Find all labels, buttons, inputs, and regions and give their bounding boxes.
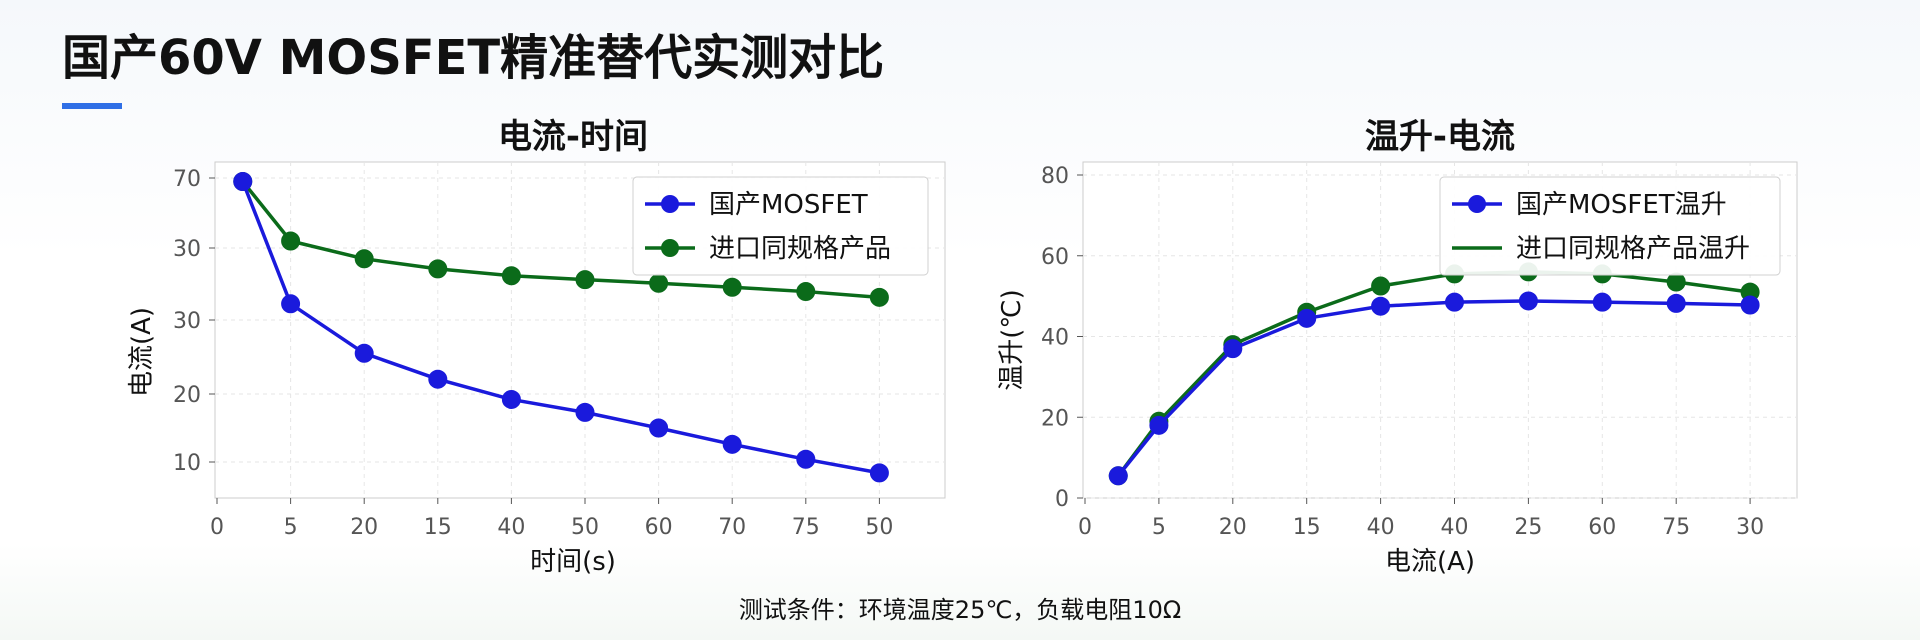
series-line-import — [241, 180, 880, 300]
data-point-import — [428, 259, 448, 279]
x-tick-label: 25 — [1514, 515, 1542, 540]
data-point-domestic — [1740, 295, 1760, 315]
data-point-domestic — [354, 343, 374, 363]
x-tick-label: 60 — [645, 515, 673, 540]
data-point-domestic — [796, 449, 816, 469]
chart-title: 温升-电流 — [1365, 117, 1515, 157]
x-tick-label: 5 — [284, 515, 298, 540]
series-line-domestic — [241, 180, 880, 475]
legend-label: 国产MOSFET温升 — [1516, 190, 1727, 220]
legend-marker — [661, 239, 679, 257]
data-point-domestic — [575, 402, 595, 422]
x-tick-label: 0 — [210, 515, 224, 540]
x-tick-label: 20 — [1219, 515, 1247, 540]
title-underline — [62, 103, 122, 109]
page-title: 国产60V MOSFET精准替代实测对比 — [62, 30, 885, 86]
data-point-import — [722, 277, 742, 297]
y-tick-label: 30 — [173, 237, 201, 262]
data-point-domestic — [869, 463, 889, 483]
legend-box — [1439, 176, 1781, 276]
data-point-import — [869, 287, 889, 307]
x-tick-label: 70 — [718, 515, 746, 540]
x-tick-label: 30 — [1736, 515, 1764, 540]
x-tick-label: 75 — [1662, 515, 1690, 540]
y-axis-label: 温升(℃) — [997, 289, 1027, 391]
y-tick-label: 70 — [173, 167, 201, 192]
data-point-domestic — [1592, 292, 1612, 312]
chart-title: 电流-时间 — [498, 117, 648, 157]
data-point-domestic — [1149, 415, 1169, 435]
data-point-domestic — [233, 172, 253, 191]
legend-marker — [1468, 195, 1486, 213]
data-point-import — [796, 282, 816, 302]
x-tick-label: 50 — [571, 515, 599, 540]
data-point-import — [649, 273, 669, 293]
x-tick-label: 75 — [792, 515, 820, 540]
data-point-domestic — [1223, 339, 1243, 359]
data-point-domestic — [281, 294, 301, 314]
x-tick-label: 40 — [497, 515, 525, 540]
data-point-import — [575, 270, 595, 290]
y-tick-label: 30 — [173, 309, 201, 334]
data-point-domestic — [501, 389, 521, 409]
data-point-import — [501, 266, 521, 286]
data-point-import — [1371, 276, 1391, 296]
legend-marker — [661, 195, 679, 213]
data-point-domestic — [1518, 291, 1538, 311]
x-axis-label: 时间(s) — [530, 547, 616, 577]
data-point-domestic — [428, 369, 448, 389]
x-tick-label: 40 — [1441, 515, 1469, 540]
y-tick-label: 20 — [1041, 406, 1069, 431]
x-tick-label: 60 — [1588, 515, 1616, 540]
legend-box — [632, 176, 929, 276]
y-axis-label: 电流(A) — [127, 307, 157, 397]
data-point-domestic — [722, 434, 742, 454]
legend-label: 进口同规格产品温升 — [1516, 234, 1750, 264]
y-tick-label: 0 — [1055, 487, 1069, 512]
legend-label: 国产MOSFET — [709, 190, 868, 220]
data-point-domestic — [649, 418, 669, 438]
test-conditions-caption: 测试条件：环境温度25℃，负载电阻10Ω — [738, 596, 1182, 624]
series-line-import — [1116, 270, 1751, 477]
x-tick-label: 0 — [1078, 515, 1092, 540]
x-tick-label: 15 — [1293, 515, 1321, 540]
data-point-import — [354, 249, 374, 269]
data-point-import — [281, 231, 301, 251]
series-line-domestic — [1116, 299, 1751, 477]
data-point-domestic — [1445, 292, 1464, 312]
y-tick-label: 10 — [173, 451, 201, 476]
x-tick-label: 40 — [1367, 515, 1395, 540]
y-tick-label: 20 — [173, 383, 201, 408]
data-point-domestic — [1108, 466, 1128, 486]
x-tick-label: 20 — [350, 515, 378, 540]
x-tick-label: 50 — [865, 515, 893, 540]
y-tick-label: 40 — [1041, 326, 1069, 351]
x-tick-label: 5 — [1152, 515, 1166, 540]
y-tick-label: 60 — [1041, 245, 1069, 270]
data-point-domestic — [1666, 293, 1686, 313]
x-axis-label: 电流(A) — [1385, 547, 1475, 577]
y-tick-label: 80 — [1041, 164, 1069, 189]
data-point-import — [1666, 272, 1686, 292]
data-point-domestic — [1297, 308, 1317, 328]
x-tick-label: 15 — [424, 515, 452, 540]
legend: 国产MOSFET 进口同规格产品 — [632, 176, 929, 276]
legend-label: 进口同规格产品 — [709, 234, 891, 264]
data-point-domestic — [1371, 296, 1391, 316]
